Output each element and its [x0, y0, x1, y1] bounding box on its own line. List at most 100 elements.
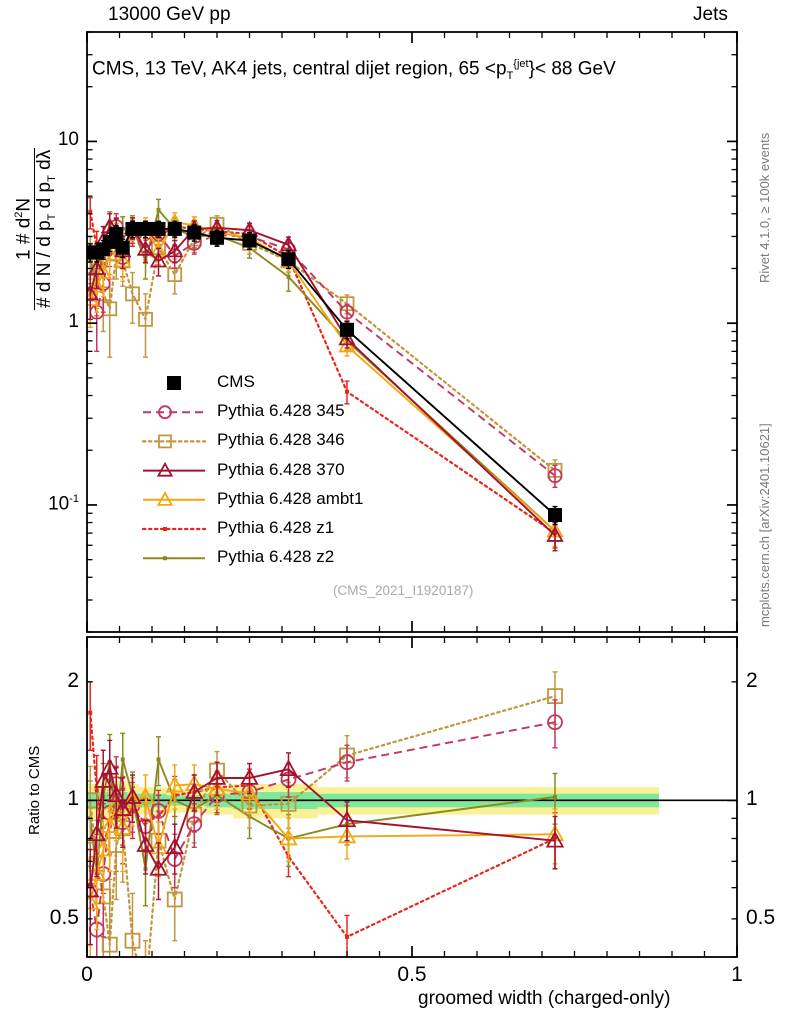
data-marker	[185, 782, 204, 799]
data-marker	[150, 803, 167, 819]
data-marker	[156, 461, 174, 477]
data-marker	[286, 274, 291, 279]
ratio-series-group	[87, 671, 565, 957]
data-marker	[100, 757, 119, 775]
data-marker	[165, 775, 184, 793]
data-marker	[210, 230, 224, 245]
data-marker	[345, 934, 349, 939]
data-marker	[88, 209, 93, 214]
series-line	[89, 721, 556, 931]
data-marker	[339, 304, 355, 320]
xaxis-tick-label-1: 0.5	[397, 963, 427, 986]
data-marker	[107, 785, 126, 803]
data-marker	[279, 759, 298, 777]
legend-marker-0	[167, 376, 181, 390]
data-marker	[138, 221, 153, 236]
data-marker	[158, 434, 172, 449]
data-marker	[136, 835, 155, 852]
data-marker	[166, 891, 183, 908]
data-marker	[100, 816, 119, 833]
xaxis-label: groomed width (charged-only)	[418, 988, 671, 1009]
data-marker	[87, 880, 100, 898]
data-marker	[125, 221, 140, 236]
data-marker	[88, 259, 106, 275]
data-marker	[149, 858, 168, 876]
ratio-yaxis-tick-label-right-0: 2	[746, 668, 758, 692]
xaxis-tick-label-0: 0	[81, 963, 93, 986]
data-marker	[546, 526, 564, 542]
data-marker	[94, 263, 112, 279]
data-marker	[158, 405, 172, 420]
series-line	[89, 783, 556, 903]
data-marker	[94, 771, 113, 788]
legend-label-1: Pythia 6.428 345	[217, 401, 345, 421]
data-marker	[136, 787, 155, 804]
data-marker	[339, 754, 355, 771]
legend-label-5: Pythia 6.428 z1	[217, 518, 335, 537]
legend-label-3: Pythia 6.428 370	[217, 459, 345, 479]
data-marker	[125, 286, 140, 302]
data-marker	[113, 799, 132, 816]
data-marker	[547, 468, 563, 484]
data-marker	[156, 207, 161, 212]
ratio-yaxis-tick-label-left-1: 1	[67, 787, 79, 811]
data-marker	[548, 508, 562, 523]
series-line	[89, 223, 557, 472]
title-main: CMS, 13 TeV, AK4 jets, central dijet reg…	[92, 58, 507, 80]
data-marker	[187, 225, 202, 240]
data-marker	[149, 251, 168, 268]
data-marker	[186, 816, 203, 833]
analysis-watermark: (CMS_2021_I1920187)	[333, 583, 474, 598]
data-marker	[547, 714, 563, 731]
data-marker	[123, 787, 142, 804]
ratio-yaxis-tick-label-right-2: 0.5	[746, 905, 776, 929]
data-marker	[94, 788, 99, 793]
main-yaxis-tick-label-0: 10	[57, 129, 79, 151]
main-panel-frame	[86, 31, 738, 633]
data-marker	[240, 768, 259, 785]
title-tail: }< 88 GeV	[528, 58, 616, 80]
main-series-group	[87, 197, 564, 552]
main-yaxis-tick-label-2: 10-1	[48, 492, 79, 515]
data-marker	[115, 240, 130, 255]
series-line	[89, 711, 557, 939]
data-marker	[109, 226, 124, 241]
data-marker	[151, 221, 166, 236]
data-marker	[138, 311, 153, 327]
data-marker	[545, 830, 565, 848]
data-marker	[88, 710, 93, 715]
data-marker	[124, 932, 141, 949]
data-marker	[279, 828, 298, 846]
data-marker	[156, 491, 174, 506]
xaxis-tick-label-2: 1	[731, 963, 743, 986]
data-marker	[163, 556, 167, 561]
page-title: CMS, 13 TeV, AK4 jets, central dijet reg…	[92, 58, 616, 82]
data-marker	[136, 239, 155, 256]
data-marker	[337, 810, 357, 828]
data-marker	[163, 527, 167, 531]
ratio-yaxis-tick-label-left-0: 2	[67, 668, 79, 692]
data-marker	[166, 241, 184, 258]
data-marker	[87, 824, 106, 842]
data-marker	[101, 936, 118, 953]
data-marker	[240, 783, 259, 801]
data-marker	[553, 794, 557, 799]
data-marker	[94, 839, 113, 857]
main-yaxis-tick-label-1: 1	[68, 311, 79, 333]
header-left: 13000 GeV pp	[108, 4, 231, 25]
data-marker	[345, 389, 349, 394]
ratio-yaxis-tick-label-left-2: 0.5	[49, 905, 79, 929]
data-marker	[87, 284, 99, 301]
data-marker	[337, 826, 357, 844]
data-marker	[281, 252, 296, 267]
header-right: Jets	[693, 4, 728, 25]
ratio-yaxis-tick-label-right-1: 1	[746, 787, 758, 811]
data-marker	[120, 757, 125, 762]
title-sup: {jet	[513, 58, 529, 70]
series-line	[89, 694, 557, 957]
data-marker	[207, 768, 227, 785]
legend-label-6: Pythia 6.428 z2	[217, 547, 335, 567]
legend-label-2: Pythia 6.428 346	[217, 430, 345, 450]
